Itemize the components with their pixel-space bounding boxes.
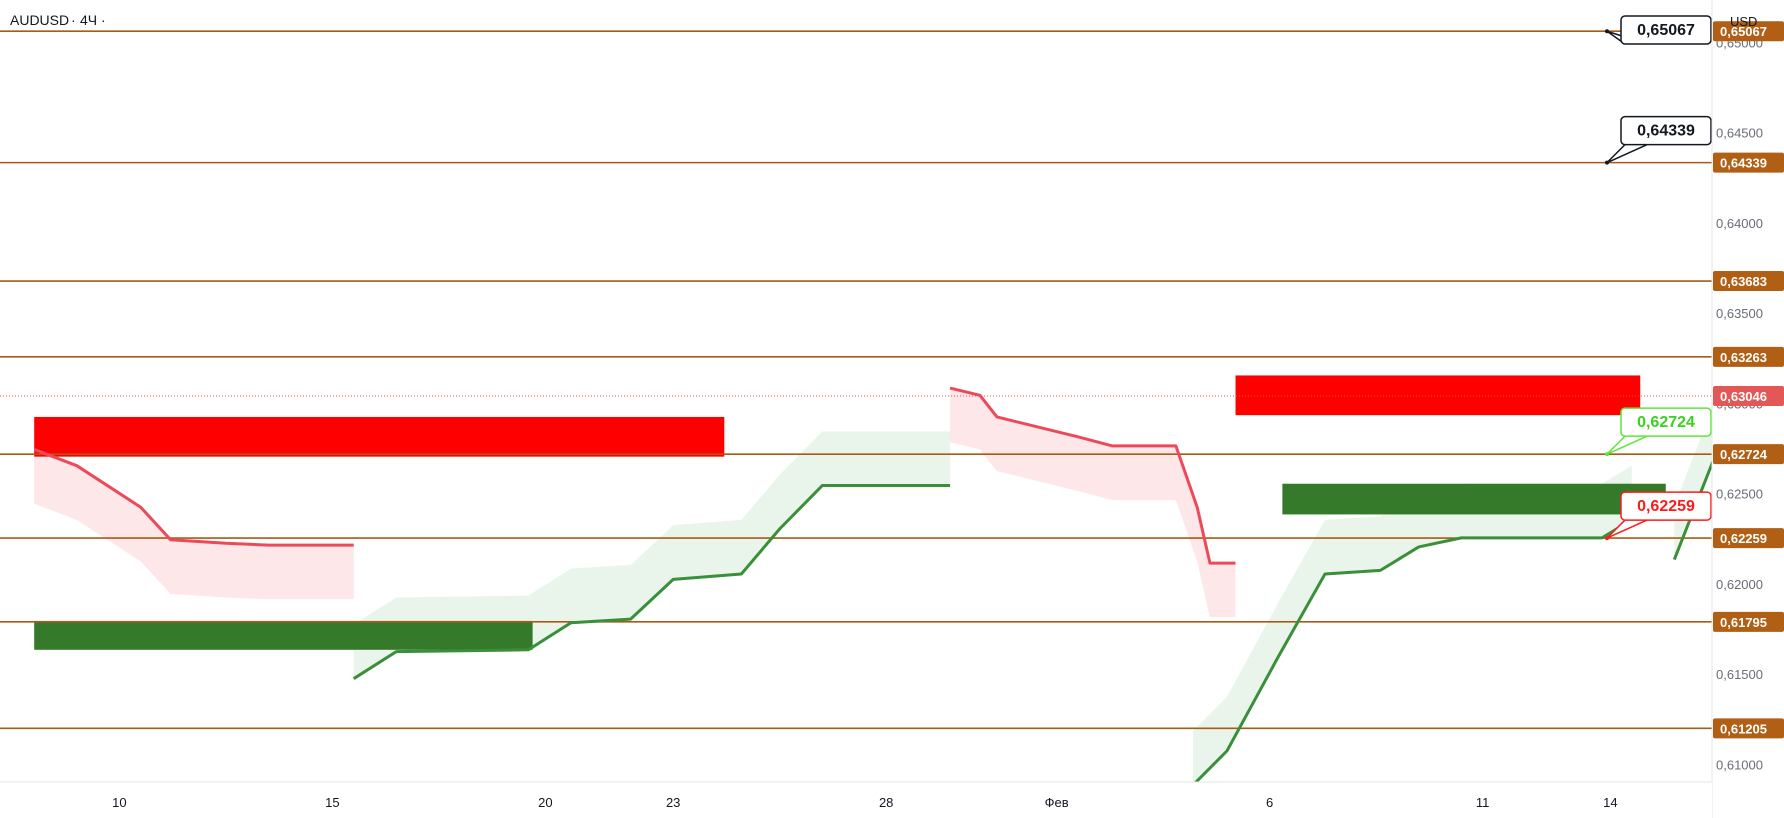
demand-zone-1	[34, 620, 533, 650]
level-label-bg-1	[1713, 152, 1784, 173]
level-label-bg-6	[1713, 611, 1784, 632]
level-label-bg-3	[1713, 346, 1784, 367]
callout-label-1: 0,64339	[1637, 123, 1695, 140]
callout-entry-2: 0,62724	[1605, 407, 1712, 457]
callout-box-1	[1620, 115, 1712, 146]
supply-zone-2	[1235, 375, 1641, 416]
level-label-0: 0,65067	[1720, 24, 1767, 39]
time-tick-4: 28	[879, 795, 893, 810]
time-tick-5: Фев	[1045, 795, 1069, 810]
level-price-labels: 0,65067 0,64339 0,63683 0,63263 0,62724 0,622…	[1713, 21, 1784, 739]
level-label-6: 0,61795	[1720, 615, 1767, 630]
symbol-label: AUDUSD	[10, 12, 69, 28]
callout-target-0: 0,65067	[1605, 15, 1712, 45]
level-label-4: 0,62724	[1720, 447, 1768, 462]
callout-label-0: 0,65067	[1637, 22, 1695, 39]
callout-box-3	[1620, 491, 1712, 521]
supertrend-fill-1	[353, 431, 951, 679]
level-label-2: 0,63683	[1720, 274, 1767, 289]
level-label-bg-5	[1713, 528, 1784, 549]
time-tick-2: 20	[538, 795, 552, 810]
callout-label-2: 0,62724	[1637, 414, 1695, 431]
price-tick-1: 0,61500	[1716, 667, 1763, 682]
level-label-bg-2	[1713, 271, 1784, 292]
demand-zone-3	[1282, 483, 1666, 515]
price-tick-0: 0,61000	[1716, 757, 1763, 772]
time-tick-1: 15	[325, 795, 339, 810]
time-tick-3: 23	[666, 795, 680, 810]
timeframe-label: 4Ч	[80, 12, 97, 28]
time-axis-ticks: 1015202328Фев611141924Мар61114192427Апр	[112, 795, 1617, 810]
price-tick-6: 0,64000	[1716, 216, 1763, 231]
current-price-label: 0,63046	[1720, 389, 1767, 404]
callout-dot-1	[1605, 160, 1609, 165]
callout-label-3: 0,62259	[1637, 498, 1695, 515]
supertrend-up-3	[1193, 518, 1633, 782]
callout-box-0	[1620, 15, 1712, 45]
supply-demand-zones	[34, 375, 1666, 650]
price-tick-2: 0,62000	[1716, 577, 1763, 592]
level-label-3: 0,63263	[1720, 350, 1767, 365]
supertrend-up-1	[352, 484, 951, 680]
callout-target-1: 0,64339	[1605, 115, 1712, 165]
time-axis[interactable]	[0, 782, 1712, 818]
currency-label: USD	[1730, 14, 1757, 29]
supertrend-lines	[33, 386, 1712, 782]
supertrend-down-2	[949, 386, 1236, 565]
price-tick-3: 0,62500	[1716, 487, 1763, 502]
current-price-label-bg	[1713, 386, 1784, 407]
supertrend-fill-4	[1674, 409, 1712, 560]
level-label-bg-7	[1713, 718, 1784, 739]
supertrend-fill-0	[34, 449, 354, 600]
price-axis[interactable]	[1712, 0, 1784, 818]
callout-stop-3: 0,62259	[1605, 491, 1712, 541]
callout-dot-2	[1605, 452, 1609, 457]
price-tick-5: 0,63500	[1716, 306, 1763, 321]
header-separator-1: ·	[71, 12, 76, 28]
level-label-bg-0	[1713, 21, 1784, 42]
callout-box-2	[1620, 407, 1712, 437]
callout-dot-3	[1605, 536, 1609, 541]
price-callouts: 0,65067 0,64339 0,62724 0,62259	[1605, 15, 1712, 541]
level-label-bg-4	[1713, 444, 1784, 465]
level-label-7: 0,61205	[1720, 721, 1767, 736]
header-separator-2: ·	[101, 12, 106, 28]
level-label-5: 0,62259	[1720, 531, 1767, 546]
callout-dot-0	[1605, 29, 1609, 34]
level-label-1: 0,64339	[1720, 156, 1767, 171]
supertrend-fill-2	[950, 388, 1236, 618]
supply-zone-0	[34, 416, 725, 457]
horizontal-levels	[0, 30, 1712, 730]
time-tick-6: 6	[1266, 795, 1273, 810]
price-tick-7: 0,64500	[1716, 126, 1763, 141]
time-tick-8: 14	[1603, 795, 1617, 810]
time-tick-7: 11	[1476, 795, 1490, 810]
time-tick-0: 10	[112, 795, 126, 810]
supertrend-down-0	[33, 448, 354, 547]
